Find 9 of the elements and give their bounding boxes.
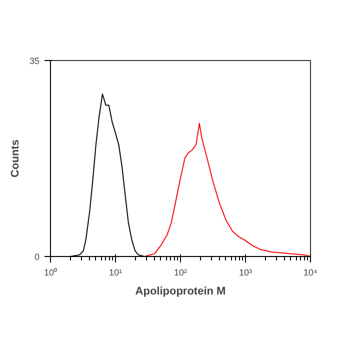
x-axis-title: Apolipoprotein M xyxy=(135,286,226,298)
x-tick-label: 10³ xyxy=(238,268,252,278)
x-tick-label: 10² xyxy=(174,268,188,278)
y-tick-label: 0 xyxy=(34,252,40,262)
y-tick-label: 35 xyxy=(29,56,40,66)
y-axis-title: Counts xyxy=(9,140,22,178)
x-tick-label: 10⁴ xyxy=(304,268,318,278)
x-tick-label: 10⁰ xyxy=(44,268,58,278)
x-tick-label: 10¹ xyxy=(108,268,122,278)
